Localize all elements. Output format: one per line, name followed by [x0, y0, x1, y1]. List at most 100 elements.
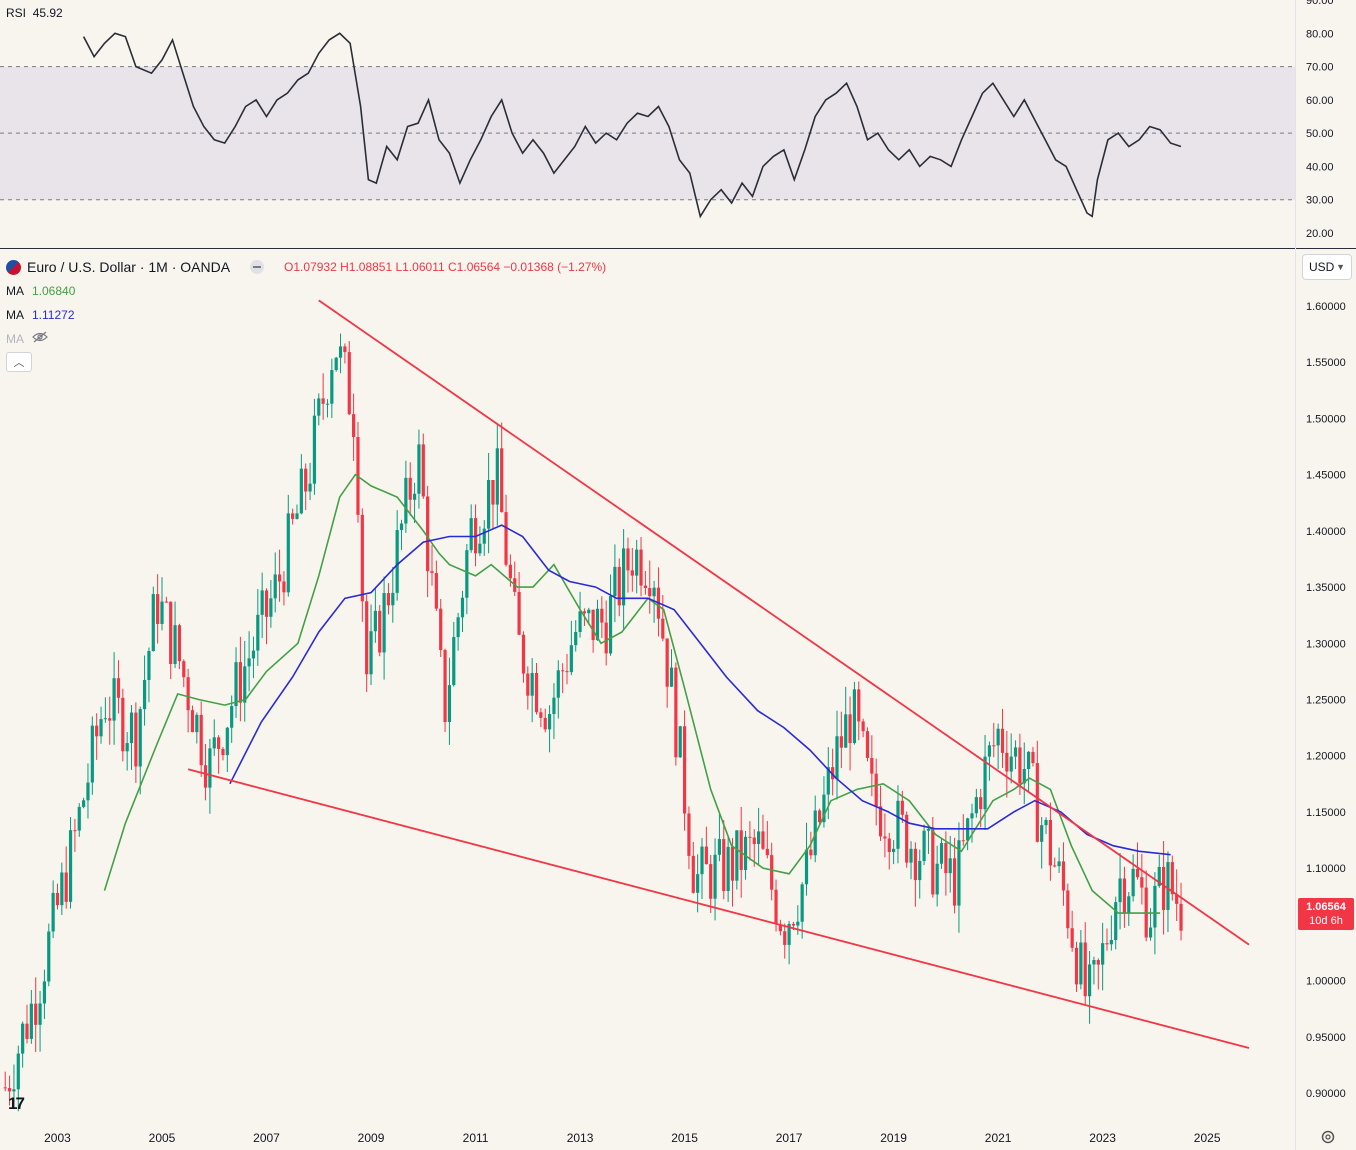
settings-gear-icon[interactable] — [1320, 1129, 1336, 1150]
candle-body — [1031, 751, 1035, 764]
candle-body — [1061, 861, 1066, 891]
candle-body — [1114, 902, 1118, 941]
candle-body — [447, 685, 452, 723]
candle-body — [360, 514, 364, 602]
candle-body — [469, 518, 473, 551]
candle-body — [1131, 868, 1135, 897]
candle-body — [373, 610, 377, 632]
candle-body — [212, 737, 216, 749]
price-axis-label: 1.00000 — [1306, 976, 1346, 988]
candle-body — [926, 828, 931, 831]
candle-body — [234, 662, 238, 707]
candle-body — [399, 523, 404, 531]
price-axis-label: 1.10000 — [1306, 863, 1346, 875]
candle-body — [791, 923, 796, 926]
candle-body — [639, 549, 643, 586]
candle-body — [256, 614, 260, 651]
price-axis-label: 1.20000 — [1306, 751, 1346, 763]
rsi-axis-label: 50.00 — [1306, 128, 1334, 140]
rsi-axis-label: 60.00 — [1306, 95, 1334, 107]
candle-body — [225, 727, 229, 756]
candle-body — [1074, 947, 1079, 985]
candle-body — [765, 848, 769, 856]
candle-body — [826, 767, 830, 795]
ma-line-2 — [229, 524, 1171, 856]
tradingview-logo-icon[interactable]: 17 — [8, 1094, 25, 1113]
candle-body — [125, 743, 129, 752]
time-axis-label: 2019 — [880, 1131, 907, 1145]
candle-body — [312, 415, 317, 484]
candle-body — [3, 1087, 7, 1089]
candle-body — [852, 689, 857, 744]
price-axis-label: 1.35000 — [1306, 582, 1346, 594]
candle-body — [304, 468, 308, 492]
candle-body — [378, 610, 382, 653]
candle-body — [552, 697, 556, 715]
candle-body — [452, 637, 456, 686]
collapse-legend-button[interactable]: ︿ — [6, 352, 32, 372]
candle-body — [7, 1088, 12, 1092]
candle-body — [25, 1023, 29, 1039]
candle-body — [787, 923, 791, 945]
price-axis-label: 0.90000 — [1306, 1088, 1346, 1100]
candle-body — [1153, 885, 1157, 928]
candle-body — [735, 830, 739, 881]
candle-body — [421, 444, 425, 497]
candle-body — [164, 601, 168, 603]
candle-body — [822, 794, 826, 823]
ma-label: MA — [6, 331, 24, 346]
candle-body — [556, 670, 560, 698]
candle-body — [774, 889, 778, 925]
candle-body — [1105, 943, 1109, 945]
candle-body — [1162, 866, 1166, 910]
trendline-2[interactable] — [187, 768, 1250, 1049]
candle-body — [617, 566, 621, 606]
candle-body — [186, 677, 190, 711]
trendline-1[interactable] — [318, 299, 1250, 946]
candle-body — [487, 480, 491, 529]
ma-value: 1.06840 — [32, 284, 76, 298]
candle-body — [896, 800, 900, 849]
chevron-up-icon: ︿ — [13, 357, 25, 369]
candle-body — [260, 590, 264, 615]
candle-body — [722, 839, 726, 891]
ohlc-high: H1.08851 — [340, 260, 393, 274]
candle-body — [682, 726, 687, 814]
candle-body — [878, 806, 883, 837]
eye-hidden-icon[interactable] — [32, 331, 48, 346]
candle-body — [21, 1023, 25, 1054]
candle-body — [630, 570, 634, 576]
candle-body — [64, 872, 68, 902]
candle-body — [665, 638, 669, 687]
indicator-toggle-icon[interactable] — [250, 260, 265, 274]
candle-body — [861, 721, 865, 732]
candle-body — [439, 608, 443, 651]
candle-body — [282, 581, 286, 593]
candle-body — [752, 837, 756, 845]
candle-body — [173, 625, 177, 665]
candle-body — [1087, 964, 1092, 997]
candle-body — [883, 836, 887, 839]
candle-body — [726, 846, 730, 891]
candle-body — [108, 718, 112, 721]
symbol-title[interactable]: Euro / U.S. Dollar · 1M · OANDA — [27, 259, 231, 275]
candle-body — [182, 661, 186, 678]
currency-label: USD — [1309, 260, 1335, 274]
bar-countdown: 10d 6h — [1309, 915, 1343, 927]
candle-body — [748, 836, 752, 838]
candle-body — [626, 548, 630, 571]
candle-body — [635, 549, 639, 576]
candle-body — [221, 748, 225, 756]
candle-body — [1044, 819, 1048, 826]
currency-select[interactable]: USD ▼ — [1302, 254, 1352, 280]
candle-body — [761, 831, 765, 849]
candle-body — [713, 854, 717, 899]
ma-legend-2[interactable]: MA 1.11272 — [6, 308, 75, 322]
candle-body — [704, 846, 708, 865]
candle-body — [696, 874, 700, 893]
candle-body — [935, 863, 939, 895]
ma-legend-3[interactable]: MA — [6, 331, 48, 346]
candle-body — [983, 756, 987, 810]
ma-legend-1[interactable]: MA 1.06840 — [6, 284, 75, 298]
